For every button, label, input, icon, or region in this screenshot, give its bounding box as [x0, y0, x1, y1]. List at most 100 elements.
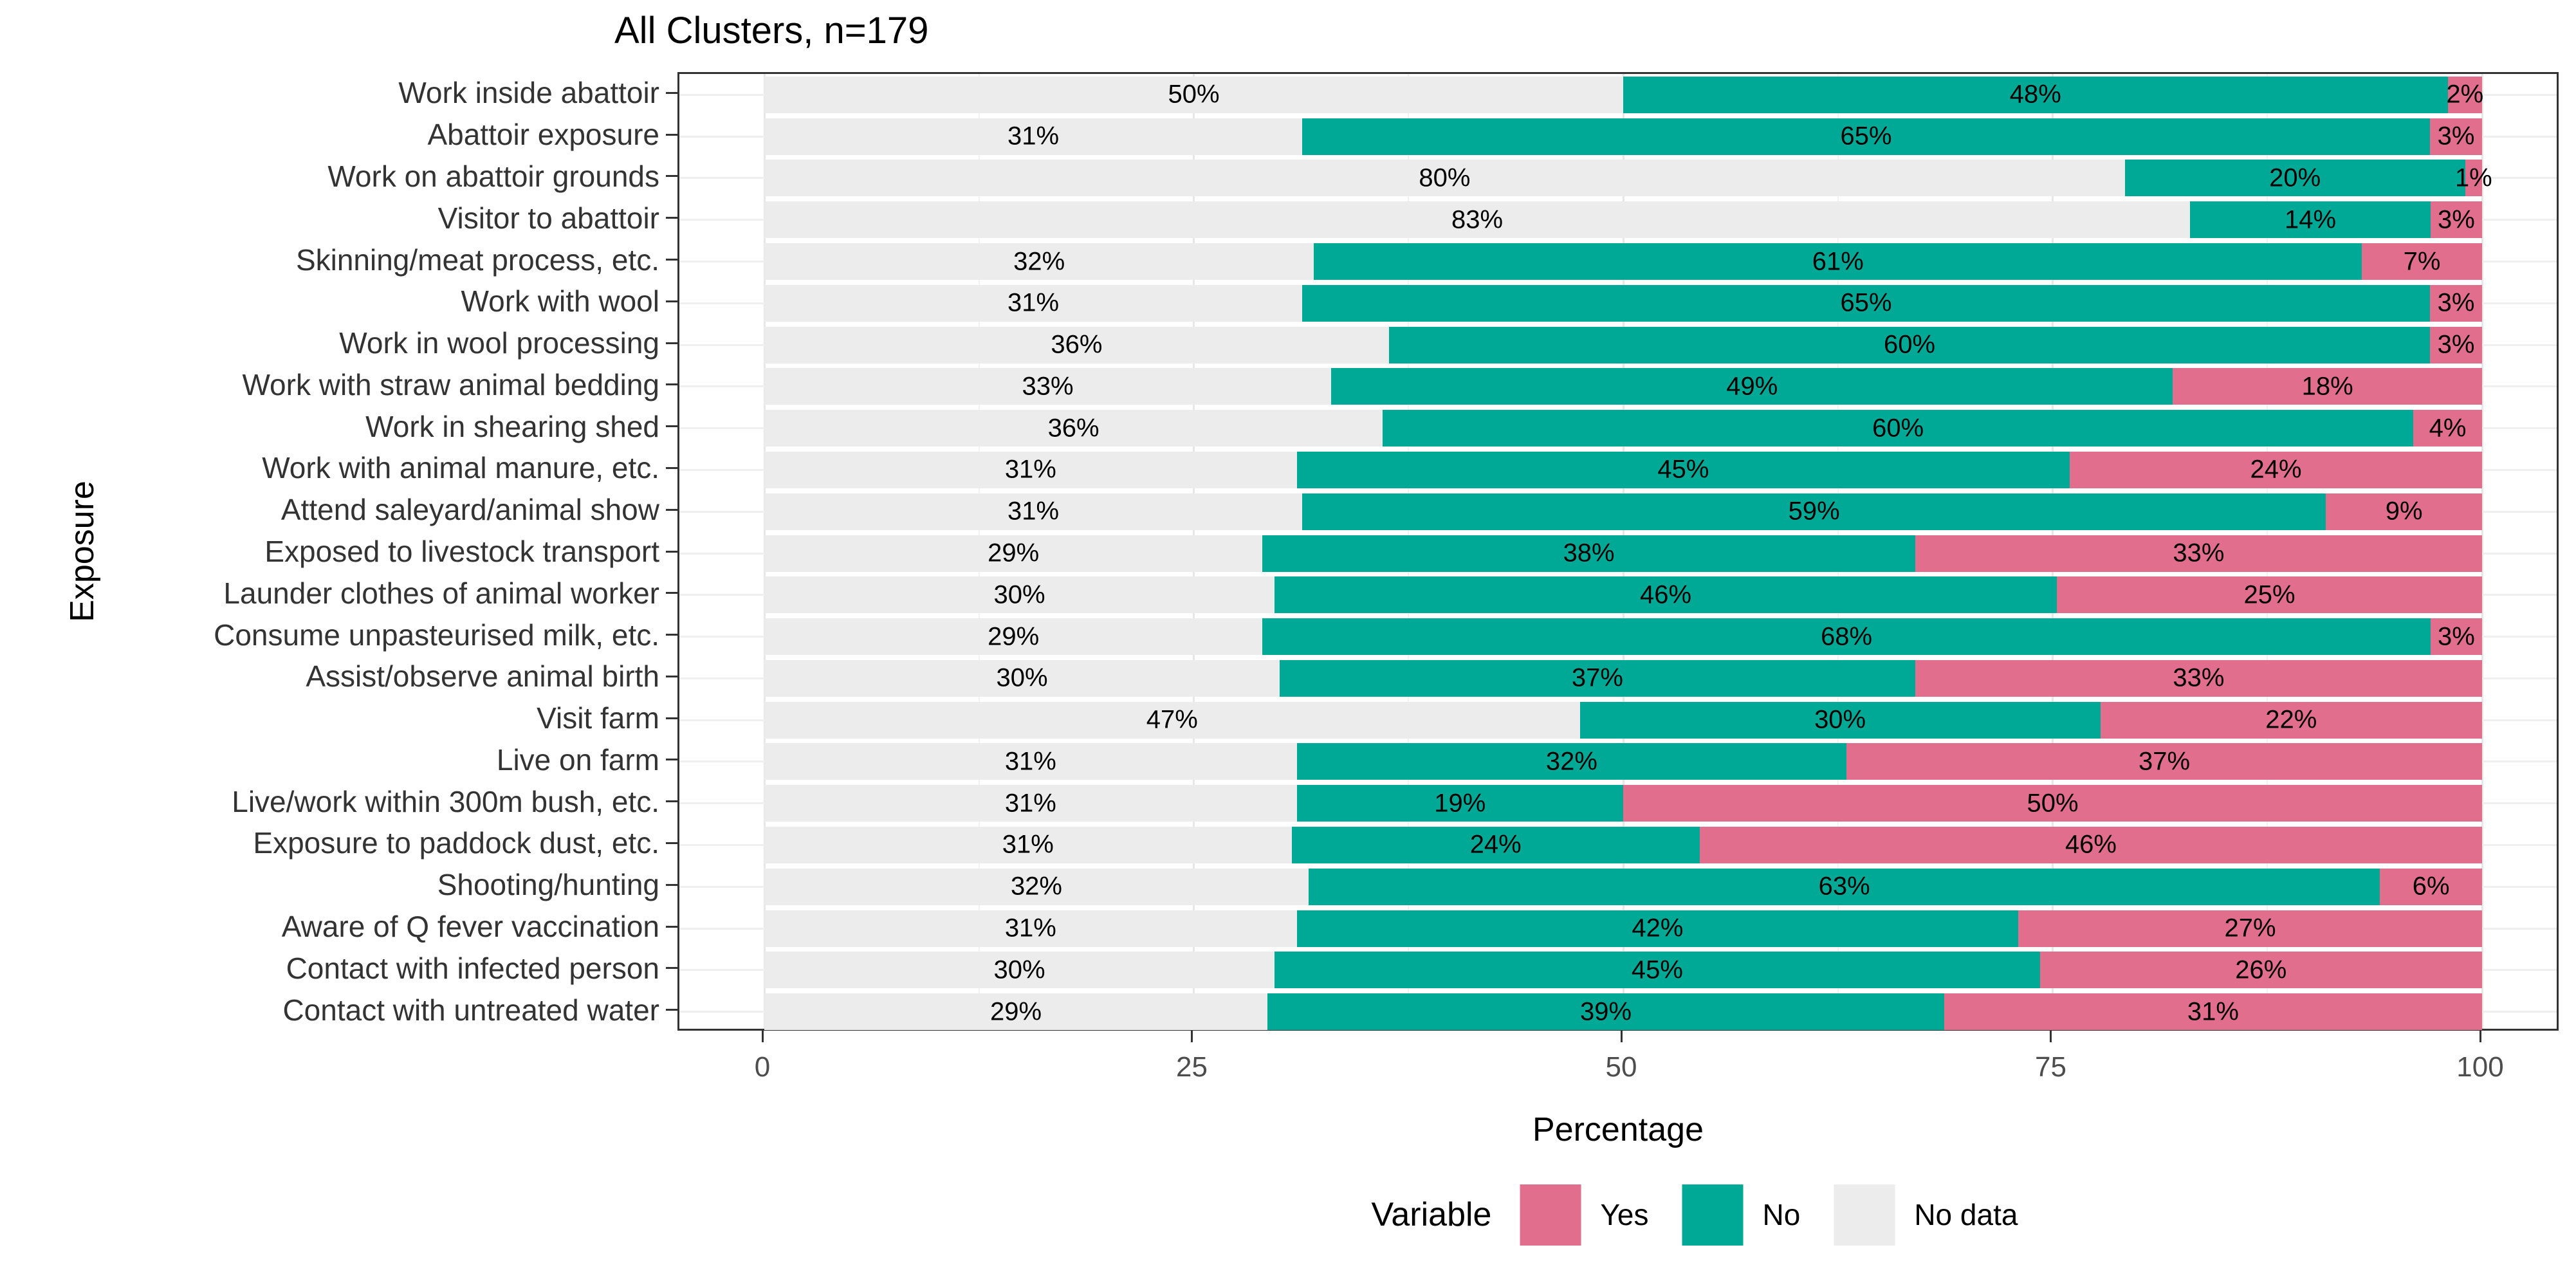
bar-segment-no: 68%	[1262, 618, 2431, 656]
bar-segment-yes: 25%	[2057, 576, 2482, 614]
bar-segment-label: 9%	[2385, 497, 2423, 526]
bar-segment-no: 19%	[1296, 785, 1623, 822]
bar-segment-no: 63%	[1308, 868, 2380, 905]
y-axis-tick	[666, 634, 677, 636]
bar-row: 29% 68% 3%	[764, 618, 2482, 656]
bar-segment-label: 31%	[1004, 789, 1056, 818]
x-axis-tick-label: 25	[1176, 1051, 1208, 1083]
y-axis-tick	[666, 133, 677, 136]
legend-title: Variable	[1371, 1196, 1492, 1233]
bar-segment-no: 45%	[1274, 952, 2040, 989]
bar-row: 47% 30% 22%	[764, 701, 2482, 739]
bar-row: 31% 59% 9%	[764, 493, 2482, 530]
legend-swatch-no	[1682, 1184, 1743, 1246]
bar-segment-no-data: 31%	[764, 493, 1303, 530]
bar-segment-no: 49%	[1331, 368, 2173, 405]
bar-segment-no-data: 29%	[764, 618, 1263, 656]
y-axis-category-label: Contact with untreated water	[282, 993, 659, 1027]
y-axis-tick	[666, 842, 677, 844]
y-axis-category-label: Work in shearing shed	[365, 409, 659, 443]
bar-row: 31% 32% 37%	[764, 743, 2482, 780]
y-axis-category-label: Assist/observe animal birth	[306, 659, 659, 694]
bar-segment-label: 7%	[2403, 247, 2441, 276]
bar-segment-no-data: 30%	[764, 576, 1275, 614]
bar-segment-no-data: 83%	[764, 201, 2191, 239]
bar-segment-no-data: 29%	[764, 993, 1268, 1031]
bar-segment-no-data: 80%	[764, 160, 2125, 197]
bar-row: 32% 63% 6%	[764, 868, 2482, 905]
bar-segment-no: 59%	[1302, 493, 2326, 530]
bar-segment-label: 24%	[1469, 830, 1522, 859]
y-axis-tick	[666, 1009, 677, 1011]
bar-segment-label: 32%	[1013, 247, 1065, 276]
y-axis-tick	[666, 550, 677, 553]
bar-segment-label: 14%	[2284, 205, 2337, 234]
bar-segment-label: 31%	[1004, 914, 1056, 943]
bar-segment-label: 3%	[2438, 205, 2475, 234]
bar-segment-no-data: 36%	[764, 326, 1389, 364]
bar-segment-label: 2%	[2446, 80, 2484, 109]
y-axis-tick	[666, 91, 677, 94]
y-axis-tick	[666, 300, 677, 302]
bar-segment-label: 38%	[1563, 538, 1615, 567]
v-gridline-major	[2481, 74, 2483, 1029]
bar-row: 30% 37% 33%	[764, 659, 2482, 697]
y-axis-tick	[666, 383, 677, 386]
bar-segment-no: 37%	[1280, 659, 1915, 697]
y-axis-category-label: Shooting/hunting	[437, 868, 659, 902]
bar-row: 31% 19% 50%	[764, 785, 2482, 822]
bar-segment-yes: 46%	[1699, 826, 2482, 863]
bar-segment-yes: 9%	[2326, 493, 2482, 530]
bar-segment-yes: 24%	[2070, 451, 2482, 488]
bar-segment-no-data: 31%	[764, 826, 1292, 863]
bar-segment-no: 20%	[2124, 160, 2465, 197]
bar-segment-no-data: 32%	[764, 868, 1309, 905]
bar-segment-no-data: 47%	[764, 701, 1580, 739]
bar-segment-label: 31%	[2187, 997, 2239, 1026]
bar-segment-no: 65%	[1302, 118, 2431, 155]
x-axis-title: Percentage	[1532, 1111, 1704, 1148]
legend-label: Yes	[1600, 1198, 1649, 1231]
y-axis-category-label: Live on farm	[496, 742, 659, 777]
bar-segment-yes: 18%	[2173, 368, 2482, 405]
bar-segment-no: 46%	[1274, 576, 2057, 614]
bar-row: 33% 49% 18%	[764, 368, 2482, 405]
bar-segment-label: 46%	[2065, 830, 2117, 859]
bar-segment-no: 60%	[1388, 326, 2431, 364]
y-axis-tick	[666, 675, 677, 677]
bar-segment-label: 33%	[2173, 538, 2225, 567]
bar-row: 30% 46% 25%	[764, 576, 2482, 614]
y-axis-category-label: Aware of Q fever vaccination	[281, 910, 659, 944]
bar-segment-label: 31%	[1002, 830, 1054, 859]
y-axis-tick	[666, 508, 677, 511]
bar-segment-label: 3%	[2437, 122, 2475, 151]
bar-segment-label: 48%	[2009, 80, 2061, 109]
bar-segment-label: 60%	[1883, 330, 1936, 359]
bar-row: 30% 45% 26%	[764, 952, 2482, 989]
bar-segment-label: 4%	[2429, 414, 2467, 443]
y-axis-category-label: Live/work within 300m bush, etc.	[232, 784, 659, 818]
bar-segment-label: 50%	[2027, 789, 2079, 818]
y-axis-tick	[666, 466, 677, 469]
legend: Variable Yes No No data	[1372, 1181, 2052, 1248]
bar-segment-yes: 50%	[1623, 785, 2482, 822]
bar-segment-yes: 26%	[2039, 952, 2482, 989]
x-axis-tick	[1620, 1031, 1623, 1042]
bar-segment-yes: 33%	[1915, 659, 2482, 697]
y-axis-tick	[666, 759, 677, 761]
bar-segment-label: 50%	[1168, 80, 1220, 109]
legend-item-no: No	[1682, 1184, 1800, 1246]
bar-segment-label: 30%	[996, 663, 1048, 692]
y-axis-tick	[666, 925, 677, 928]
bar-segment-label: 27%	[2224, 914, 2276, 943]
x-axis-tick-label: 0	[754, 1051, 771, 1083]
legend-item-no-data: No data	[1834, 1184, 2018, 1246]
bar-segment-label: 24%	[2250, 455, 2302, 484]
bar-segment-no: 32%	[1296, 743, 1847, 780]
bar-segment-label: 31%	[1007, 122, 1060, 151]
bar-segment-label: 32%	[1010, 872, 1062, 901]
bar-segment-yes: 3%	[2430, 326, 2482, 364]
bar-segment-label: 37%	[2138, 747, 2191, 776]
bar-segment-label: 80%	[1419, 163, 1471, 192]
bar-segment-label: 18%	[2301, 372, 2353, 401]
